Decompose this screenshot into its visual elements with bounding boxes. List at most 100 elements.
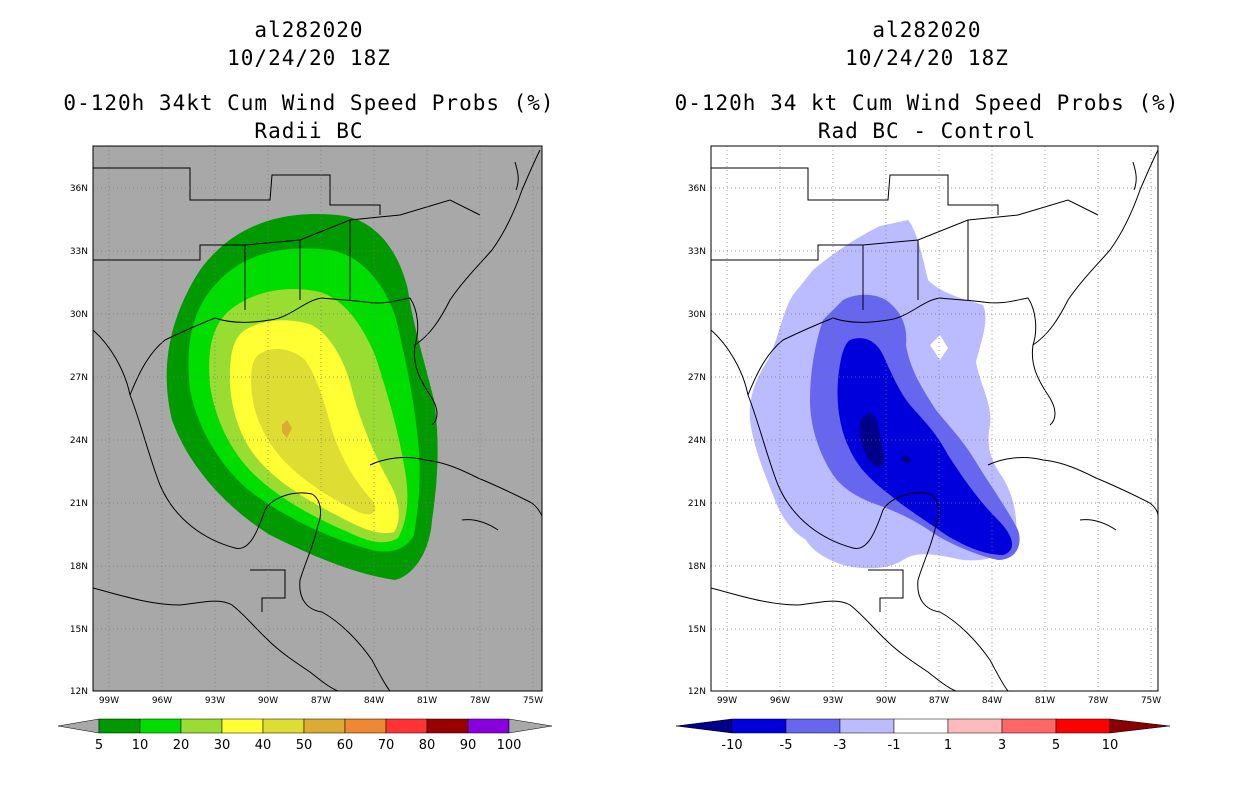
colorbar-label: 90 — [460, 738, 477, 753]
colorbar-label: 3 — [998, 738, 1006, 753]
colorbar-swatch — [947, 718, 1003, 734]
contour-minus5-minus10 — [837, 338, 1013, 555]
panel-radii-bc: al282020 10/24/20 18Z 0-120h 34kt Cum Wi… — [57, 18, 555, 753]
difference-colorbar: -10 -5 -3 -1 1 3 5 10 — [675, 718, 1171, 753]
colorbar-label: -3 — [834, 738, 847, 753]
lat-label: 21N — [70, 499, 88, 509]
lon-label: 99W — [717, 696, 737, 706]
lon-label: 84W — [982, 696, 1002, 706]
colorbar-label: -1 — [888, 738, 901, 753]
lat-label: 33N — [70, 247, 88, 257]
colorbar-label: -5 — [780, 738, 793, 753]
colorbar-label: 5 — [95, 738, 103, 753]
colorbar-swatch — [785, 718, 841, 734]
lat-label: 24N — [688, 436, 706, 446]
storm-id: al282020 — [254, 18, 364, 42]
colorbar-label: 5 — [1052, 738, 1060, 753]
colorbar-swatch — [180, 718, 223, 734]
colorbar-label: 40 — [255, 738, 272, 753]
colorbar-swatch — [221, 718, 264, 734]
probability-map: 36N 33N 30N 27N 24N 21N 18N 15N 12N 99W … — [57, 145, 553, 753]
colorbar-swatch — [98, 718, 141, 734]
colorbar-label: 30 — [214, 738, 231, 753]
contour-positive-patch — [930, 335, 948, 360]
lat-label: 30N — [70, 310, 88, 320]
panel-title: 0-120h 34kt Cum Wind Speed Probs (%) — [63, 91, 555, 115]
lat-label: 18N — [688, 562, 706, 572]
colorbar-swatch — [1055, 718, 1111, 734]
lat-label: 21N — [688, 499, 706, 509]
panel-subtitle: Rad BC - Control — [817, 119, 1037, 143]
lat-label: 27N — [688, 373, 706, 383]
colorbar-swatch — [385, 718, 428, 734]
colorbar-swatch — [893, 718, 949, 734]
lat-label: 15N — [688, 625, 706, 635]
colorbar-low-arrow — [57, 718, 100, 734]
colorbar-label: 50 — [296, 738, 313, 753]
colorbar-high-arrow — [1109, 718, 1171, 734]
lat-label: 24N — [70, 436, 88, 446]
colorbar-swatch — [344, 718, 387, 734]
contour-50-60 — [282, 420, 292, 438]
colorbar-label: 10 — [132, 738, 149, 753]
lat-label: 36N — [70, 184, 88, 194]
lon-label: 90W — [876, 696, 896, 706]
panel-title: 0-120h 34 kt Cum Wind Speed Probs (%) — [674, 91, 1180, 115]
colorbar-label: 80 — [419, 738, 436, 753]
panel-rad-bc-minus-control: al282020 10/24/20 18Z 0-120h 34 kt Cum W… — [618, 0, 1236, 800]
lon-label: 90W — [258, 696, 278, 706]
lon-label: 87W — [929, 696, 949, 706]
difference-map: 36N 33N 30N 27N 24N 21N 18N 15N 12N 99W … — [675, 145, 1171, 753]
probability-contours — [166, 214, 438, 581]
colorbar-swatch — [303, 718, 346, 734]
difference-contours — [749, 220, 1020, 569]
forecast-datetime: 10/24/20 18Z — [227, 46, 391, 70]
lon-label: 96W — [770, 696, 790, 706]
lat-tick-labels: 36N 33N 30N 27N 24N 21N 18N 15N 12N — [70, 184, 88, 697]
colorbar-label: 10 — [1102, 738, 1119, 753]
colorbar-label: 100 — [497, 738, 522, 753]
probability-colorbar: 5 10 20 30 40 50 60 70 80 90 100 — [57, 718, 553, 753]
forecast-datetime: 10/24/20 18Z — [845, 46, 1009, 70]
map-frame — [710, 145, 1159, 692]
lon-label: 78W — [1088, 696, 1108, 706]
colorbar-swatch — [731, 718, 787, 734]
lon-label: 75W — [1141, 696, 1161, 706]
lat-label: 36N — [688, 184, 706, 194]
lon-label: 96W — [152, 696, 172, 706]
colorbar-high-arrow — [508, 718, 553, 734]
colorbar-swatch — [467, 718, 510, 734]
panel-subtitle: Radii BC — [254, 119, 364, 143]
colorbar-swatch — [262, 718, 305, 734]
contour-40-50 — [251, 348, 376, 515]
coastlines — [93, 149, 542, 691]
colorbar-label: 20 — [173, 738, 190, 753]
lat-label: 12N — [70, 687, 88, 697]
lon-label: 93W — [823, 696, 843, 706]
lon-label: 87W — [311, 696, 331, 706]
map-frame — [92, 145, 543, 692]
lon-label: 93W — [205, 696, 225, 706]
colorbar-low-arrow — [675, 718, 733, 734]
lon-label: 75W — [523, 696, 543, 706]
colorbar-label: 60 — [337, 738, 354, 753]
colorbar-label: 1 — [944, 738, 952, 753]
lat-lon-grid — [711, 146, 1158, 691]
lat-label: 12N — [688, 687, 706, 697]
lat-label: 30N — [688, 310, 706, 320]
colorbar-swatch — [139, 718, 182, 734]
colorbar-label: -10 — [721, 738, 742, 753]
contour-below-minus10-small — [900, 455, 912, 464]
colorbar-swatch — [426, 718, 469, 734]
coastlines — [711, 149, 1158, 691]
lon-label: 84W — [364, 696, 384, 706]
colorbar-swatch — [1001, 718, 1057, 734]
lat-lon-grid — [93, 146, 542, 691]
lat-label: 18N — [70, 562, 88, 572]
lat-tick-labels: 36N 33N 30N 27N 24N 21N 18N 15N 12N — [688, 184, 706, 697]
lat-label: 15N — [70, 625, 88, 635]
lat-label: 33N — [688, 247, 706, 257]
lon-tick-labels: 99W 96W 93W 90W 87W 84W 81W 78W 75W — [99, 696, 543, 706]
colorbar-label: 70 — [378, 738, 395, 753]
lon-label: 81W — [1035, 696, 1055, 706]
